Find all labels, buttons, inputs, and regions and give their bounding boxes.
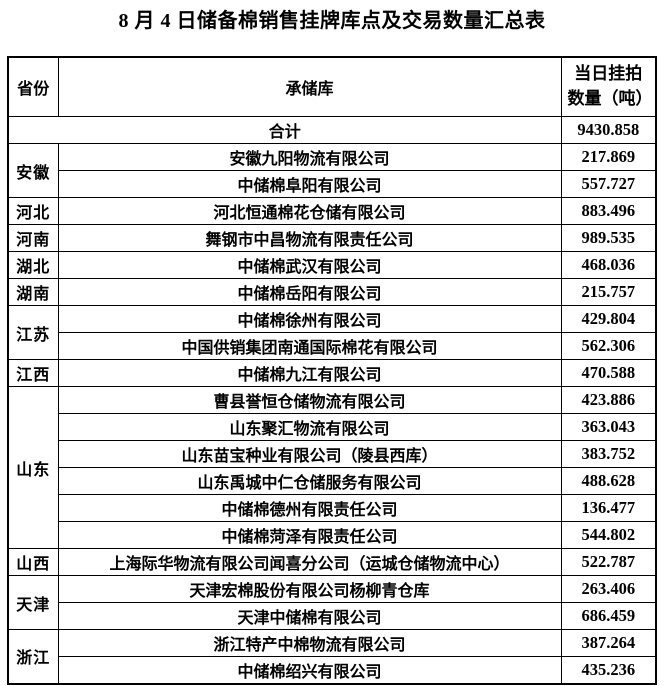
qty-cell: 215.757 <box>560 278 657 306</box>
table-row: 湖北 中储棉武汉有限公司 468.036 <box>7 251 657 279</box>
province-cell: 安徽 <box>7 143 59 198</box>
warehouse-cell: 中储棉徐州有限公司 <box>57 305 562 333</box>
qty-cell: 544.802 <box>560 521 657 549</box>
warehouse-cell: 中储棉阜阳有限公司 <box>57 170 562 198</box>
qty-cell: 883.496 <box>560 197 657 225</box>
qty-cell: 423.886 <box>560 386 657 414</box>
qty-cell: 522.787 <box>560 548 657 576</box>
table-row: 河北 河北恒通棉花仓储有限公司 883.496 <box>7 197 657 225</box>
table-row: 山西 上海际华物流有限公司闻喜分公司（运城仓储物流中心） 522.787 <box>7 548 657 576</box>
qty-cell: 562.306 <box>560 332 657 360</box>
page-title: 8 月 4 日储备棉销售挂牌库点及交易数量汇总表 <box>118 10 546 32</box>
warehouse-cell: 舞钢市中昌物流有限责任公司 <box>57 224 562 252</box>
province-cell: 山东 <box>7 386 59 549</box>
table-row: 山东苗宝种业有限公司（陵县西库） 383.752 <box>8 440 657 468</box>
col-header-province: 省份 <box>7 56 59 117</box>
qty-cell: 470.588 <box>560 359 657 387</box>
summary-table: 省份 承储库 当日挂拍数量（吨） 合计 9430.858 安徽 安徽九阳物流有限… <box>7 56 657 685</box>
qty-cell: 387.264 <box>560 629 657 657</box>
warehouse-cell: 天津宏棉股份有限公司杨柳青仓库 <box>57 575 562 603</box>
warehouse-cell: 安徽九阳物流有限公司 <box>57 143 562 171</box>
province-cell: 湖南 <box>7 278 59 306</box>
warehouse-cell: 中储棉九江有限公司 <box>57 359 562 387</box>
table-header-row: 省份 承储库 当日挂拍数量（吨） <box>7 56 657 117</box>
qty-cell: 136.477 <box>560 494 657 522</box>
table-row: 山东聚汇物流有限公司 363.043 <box>8 413 657 441</box>
province-cell: 湖北 <box>7 251 59 279</box>
qty-cell: 363.043 <box>560 413 657 441</box>
warehouse-cell: 中国供销集团南通国际棉花有限公司 <box>57 332 562 360</box>
qty-cell: 468.036 <box>560 251 657 279</box>
table-row: 湖南 中储棉岳阳有限公司 215.757 <box>7 278 657 306</box>
total-row: 合计 9430.858 <box>7 116 657 144</box>
table-row: 浙江 浙江特产中棉物流有限公司 387.264 <box>7 629 657 684</box>
warehouse-cell: 中储棉绍兴有限公司 <box>57 656 562 684</box>
province-cell: 天津 <box>7 575 59 630</box>
qty-cell: 557.727 <box>560 170 657 198</box>
qty-cell: 488.628 <box>560 467 657 495</box>
qty-cell: 429.804 <box>560 305 657 333</box>
col-header-warehouse: 承储库 <box>57 56 562 117</box>
total-label-cell: 合计 <box>7 116 562 144</box>
table-row: 安徽 安徽九阳物流有限公司 217.869 <box>7 143 657 198</box>
province-cell: 河北 <box>7 197 59 225</box>
table-row: 中储棉阜阳有限公司 557.727 <box>8 170 657 198</box>
warehouse-cell: 曹县誉恒仓储物流有限公司 <box>57 386 562 414</box>
warehouse-cell: 中储棉菏泽有限责任公司 <box>57 521 562 549</box>
table-row: 中国供销集团南通国际棉花有限公司 562.306 <box>8 332 657 360</box>
table-row: 天津 天津宏棉股份有限公司杨柳青仓库 263.406 <box>7 575 657 630</box>
qty-cell: 217.869 <box>560 143 657 171</box>
total-qty-cell: 9430.858 <box>560 116 657 144</box>
table-row: 山东禹城中仁仓储服务有限公司 488.628 <box>8 467 657 495</box>
warehouse-cell: 中储棉武汉有限公司 <box>57 251 562 279</box>
province-cell: 浙江 <box>7 629 59 684</box>
warehouse-cell: 浙江特产中棉物流有限公司 <box>57 629 562 657</box>
table-row: 中储棉德州有限责任公司 136.477 <box>8 494 657 522</box>
province-cell: 山西 <box>7 548 59 576</box>
warehouse-cell: 上海际华物流有限公司闻喜分公司（运城仓储物流中心） <box>57 548 562 576</box>
warehouse-cell: 天津中储棉有限公司 <box>57 602 562 630</box>
warehouse-cell: 中储棉岳阳有限公司 <box>57 278 562 306</box>
table-row: 河南 舞钢市中昌物流有限责任公司 989.535 <box>7 224 657 252</box>
warehouse-cell: 山东苗宝种业有限公司（陵县西库） <box>57 440 562 468</box>
warehouse-cell: 河北恒通棉花仓储有限公司 <box>57 197 562 225</box>
qty-cell: 383.752 <box>560 440 657 468</box>
qty-cell: 686.459 <box>560 602 657 630</box>
province-cell: 江西 <box>7 359 59 387</box>
table-row: 中储棉绍兴有限公司 435.236 <box>8 656 657 684</box>
qty-cell: 435.236 <box>560 656 657 684</box>
warehouse-cell: 山东禹城中仁仓储服务有限公司 <box>57 467 562 495</box>
qty-cell: 263.406 <box>560 575 657 603</box>
table-row: 山东 曹县誉恒仓储物流有限公司 423.886 <box>7 386 657 549</box>
col-header-qty: 当日挂拍数量（吨） <box>560 56 657 117</box>
table-row: 江西 中储棉九江有限公司 470.588 <box>7 359 657 387</box>
qty-cell: 989.535 <box>560 224 657 252</box>
table-row: 天津中储棉有限公司 686.459 <box>8 602 657 630</box>
province-cell: 河南 <box>7 224 59 252</box>
warehouse-cell: 山东聚汇物流有限公司 <box>57 413 562 441</box>
table-row: 江苏 中储棉徐州有限公司 429.804 <box>7 305 657 360</box>
province-cell: 江苏 <box>7 305 59 360</box>
table-row: 中储棉菏泽有限责任公司 544.802 <box>8 521 657 549</box>
warehouse-cell: 中储棉德州有限责任公司 <box>57 494 562 522</box>
